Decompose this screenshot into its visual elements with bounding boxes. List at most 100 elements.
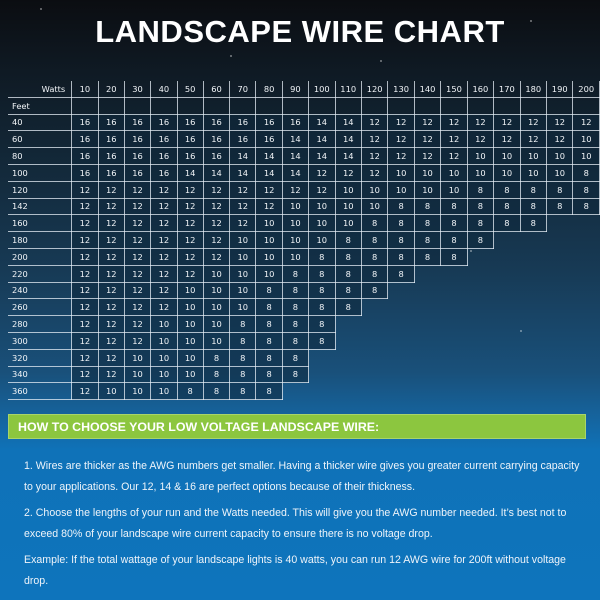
empty-cell: [547, 316, 573, 333]
awg-cell: 12: [123, 315, 152, 333]
awg-cell: 10: [229, 247, 257, 266]
awg-cell: 8: [334, 281, 362, 300]
feet-header-blank: [150, 96, 178, 115]
watts-column-header: 40: [150, 81, 178, 98]
empty-cell: [547, 366, 573, 383]
awg-cell: 8: [360, 247, 389, 266]
feet-row-label: 360: [8, 382, 73, 401]
empty-cell: [361, 316, 387, 333]
awg-cell: 12: [97, 180, 125, 199]
empty-cell: [494, 366, 520, 383]
awg-cell: 8: [572, 197, 600, 216]
awg-cell: 12: [71, 214, 99, 233]
watts-column-header: 190: [545, 81, 574, 98]
feet-header-blank: [97, 96, 125, 115]
awg-cell: 8: [281, 281, 310, 300]
awg-cell: 12: [176, 214, 204, 233]
empty-cell: [547, 332, 573, 349]
watts-column-header: 80: [255, 81, 283, 98]
awg-cell: 10: [255, 264, 283, 283]
empty-cell: [547, 383, 573, 400]
awg-cell: 12: [71, 264, 99, 283]
awg-cell: 8: [229, 331, 257, 350]
table-row: 300 12 12 12 10 10 10 8 8 8 8: [8, 331, 600, 350]
awg-cell: 16: [71, 130, 99, 149]
awg-cell: 12: [545, 113, 574, 132]
awg-cell: 12: [150, 247, 178, 266]
awg-cell: 12: [123, 331, 152, 350]
awg-cell: 10: [308, 197, 336, 216]
awg-cell: 8: [308, 281, 336, 300]
empty-cell: [361, 366, 387, 383]
table-row: 240 12 12 12 12 10 10 10 8 8 8 8 8: [8, 281, 600, 300]
awg-cell: 10: [281, 247, 310, 266]
watts-column-header: 180: [519, 81, 548, 98]
awg-cell: 8: [387, 231, 415, 249]
empty-cell: [494, 265, 520, 282]
awg-cell: 12: [71, 315, 99, 333]
awg-cell: 8: [360, 264, 389, 283]
awg-cell: 14: [334, 130, 362, 149]
awg-cell: 12: [229, 180, 257, 199]
feet-header-blank: [493, 96, 521, 115]
awg-cell: 12: [150, 197, 178, 216]
awg-cell: 12: [97, 365, 125, 384]
awg-cell: 8: [334, 298, 362, 317]
awg-cell: 14: [255, 163, 283, 182]
empty-cell: [494, 299, 520, 316]
empty-cell: [573, 282, 600, 299]
empty-cell: [388, 366, 414, 383]
awg-cell: 8: [255, 281, 283, 300]
awg-cell: 12: [97, 214, 125, 233]
watts-column-header: 70: [229, 81, 257, 98]
feet-header-blank: [545, 96, 574, 115]
empty-cell: [309, 349, 335, 366]
awg-cell: 10: [572, 147, 600, 165]
awg-cell: 12: [150, 214, 178, 233]
empty-cell: [361, 299, 387, 316]
awg-cell: 8: [176, 382, 204, 401]
guide-example: Example: If the total wattage of your la…: [24, 554, 566, 587]
awg-cell: 8: [387, 197, 415, 216]
empty-cell: [547, 299, 573, 316]
awg-cell: 8: [308, 264, 336, 283]
awg-cell: 12: [466, 130, 495, 149]
empty-cell: [494, 383, 520, 400]
awg-cell: 8: [255, 298, 283, 317]
awg-cell: 8: [519, 214, 548, 233]
awg-cell: 8: [572, 163, 600, 182]
watts-column-header: 140: [413, 81, 442, 98]
awg-cell: 10: [229, 264, 257, 283]
empty-cell: [573, 248, 600, 265]
awg-cell: 12: [176, 231, 204, 249]
empty-cell: [467, 316, 493, 333]
watts-column-header: 20: [97, 81, 125, 98]
awg-cell: 12: [493, 130, 521, 149]
awg-cell: 12: [71, 348, 99, 367]
empty-cell: [494, 332, 520, 349]
awg-cell: 8: [387, 247, 415, 266]
awg-cell: 8: [440, 231, 468, 249]
table-row: 220 12 12 12 12 12 10 10 10 8 8 8 8 8: [8, 264, 600, 283]
empty-cell: [520, 383, 546, 400]
watts-column-header: 170: [493, 81, 521, 98]
awg-cell: 14: [202, 163, 231, 182]
empty-cell: [573, 383, 600, 400]
feet-header-blank: [440, 96, 468, 115]
empty-cell: [520, 349, 546, 366]
awg-cell: 14: [281, 147, 310, 165]
awg-cell: 10: [413, 180, 442, 199]
awg-cell: 8: [413, 231, 442, 249]
empty-cell: [494, 349, 520, 366]
empty-cell: [361, 383, 387, 400]
awg-cell: 8: [493, 214, 521, 233]
awg-cell: 8: [519, 197, 548, 216]
awg-cell: 12: [150, 264, 178, 283]
awg-cell: 12: [71, 247, 99, 266]
awg-cell: 14: [281, 163, 310, 182]
awg-cell: 12: [71, 298, 99, 317]
empty-cell: [388, 299, 414, 316]
awg-cell: 16: [176, 130, 204, 149]
awg-cell: 10: [150, 382, 178, 401]
feet-row-label: 120: [8, 180, 73, 199]
